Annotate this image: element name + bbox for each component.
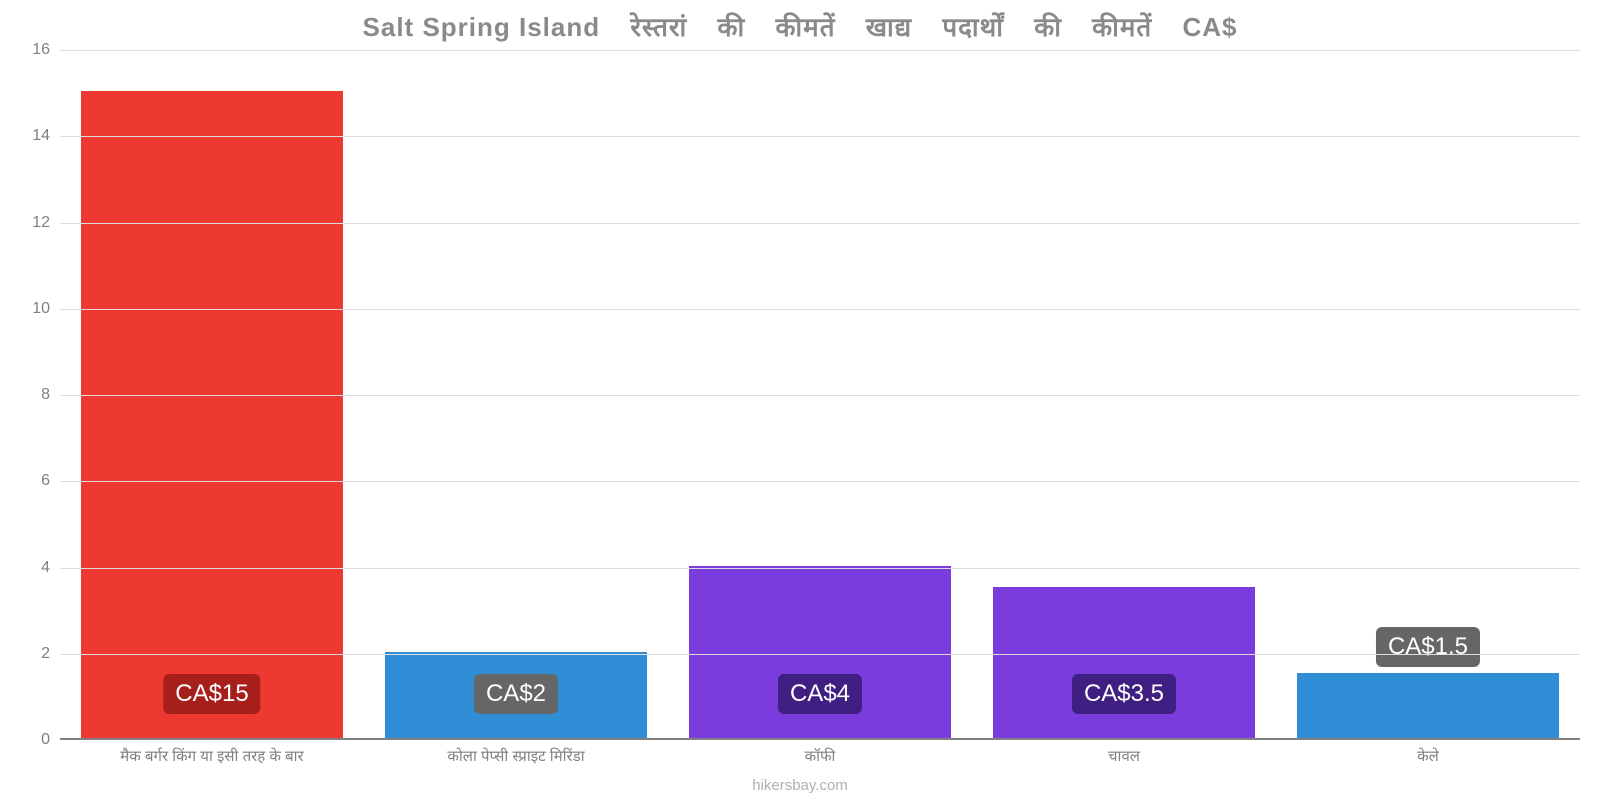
plot-region: CA$15CA$2CA$4CA$3.5CA$1.5 0246810121416: [60, 50, 1580, 740]
chart-area: CA$15CA$2CA$4CA$3.5CA$1.5 0246810121416: [60, 50, 1580, 740]
bar: CA$15: [81, 91, 342, 738]
x-tick-label: कॉफी: [668, 740, 972, 766]
grid-line: [60, 50, 1580, 51]
chart-title: Salt Spring Island रेस्तरां की कीमतें खा…: [0, 0, 1600, 44]
x-tick-label: मैक बर्गर किंग या इसी तरह के बार: [60, 740, 364, 766]
y-tick-label: 12: [32, 214, 50, 232]
grid-line: [60, 136, 1580, 137]
y-tick-label: 14: [32, 127, 50, 145]
grid-line: [60, 395, 1580, 396]
bar: CA$2: [385, 652, 646, 738]
grid-line: [60, 568, 1580, 569]
bar-slot: CA$4: [668, 50, 972, 738]
grid-line: [60, 223, 1580, 224]
bar: CA$3.5: [993, 587, 1254, 738]
y-tick-label: 6: [41, 472, 50, 490]
bar-slot: CA$3.5: [972, 50, 1276, 738]
bar-slot: CA$2: [364, 50, 668, 738]
value-badge: CA$2: [474, 674, 558, 714]
y-tick-label: 0: [41, 731, 50, 749]
grid-line: [60, 309, 1580, 310]
watermark: hikersbay.com: [0, 777, 1600, 794]
bar: CA$1.5: [1297, 673, 1558, 738]
grid-line: [60, 654, 1580, 655]
bars-container: CA$15 CA$2 CA$4 CA$3.5 CA$1.5: [60, 50, 1580, 738]
chart-title-lead: Salt Spring Island: [363, 12, 601, 42]
value-badge: CA$4: [778, 674, 862, 714]
x-tick-label: कोला पेप्सी स्प्राइट मिरिंडा: [364, 740, 668, 766]
y-tick-label: 2: [41, 645, 50, 663]
value-badge: CA$3.5: [1072, 674, 1176, 714]
grid-line: [60, 481, 1580, 482]
bar-slot: CA$1.5: [1276, 50, 1580, 738]
bar-slot: CA$15: [60, 50, 364, 738]
bar: CA$4: [689, 566, 950, 739]
value-badge: CA$1.5: [1376, 627, 1480, 667]
x-axis-labels: मैक बर्गर किंग या इसी तरह के बारकोला पेप…: [60, 740, 1580, 766]
value-badge: CA$15: [163, 674, 260, 714]
x-tick-label: चावल: [972, 740, 1276, 766]
x-tick-label: केले: [1276, 740, 1580, 766]
y-tick-label: 10: [32, 300, 50, 318]
y-tick-label: 8: [41, 386, 50, 404]
y-tick-label: 4: [41, 559, 50, 577]
y-tick-label: 16: [32, 41, 50, 59]
chart-title-rest: रेस्तरां की कीमतें खाद्य पदार्थों की कीम…: [630, 12, 1237, 42]
